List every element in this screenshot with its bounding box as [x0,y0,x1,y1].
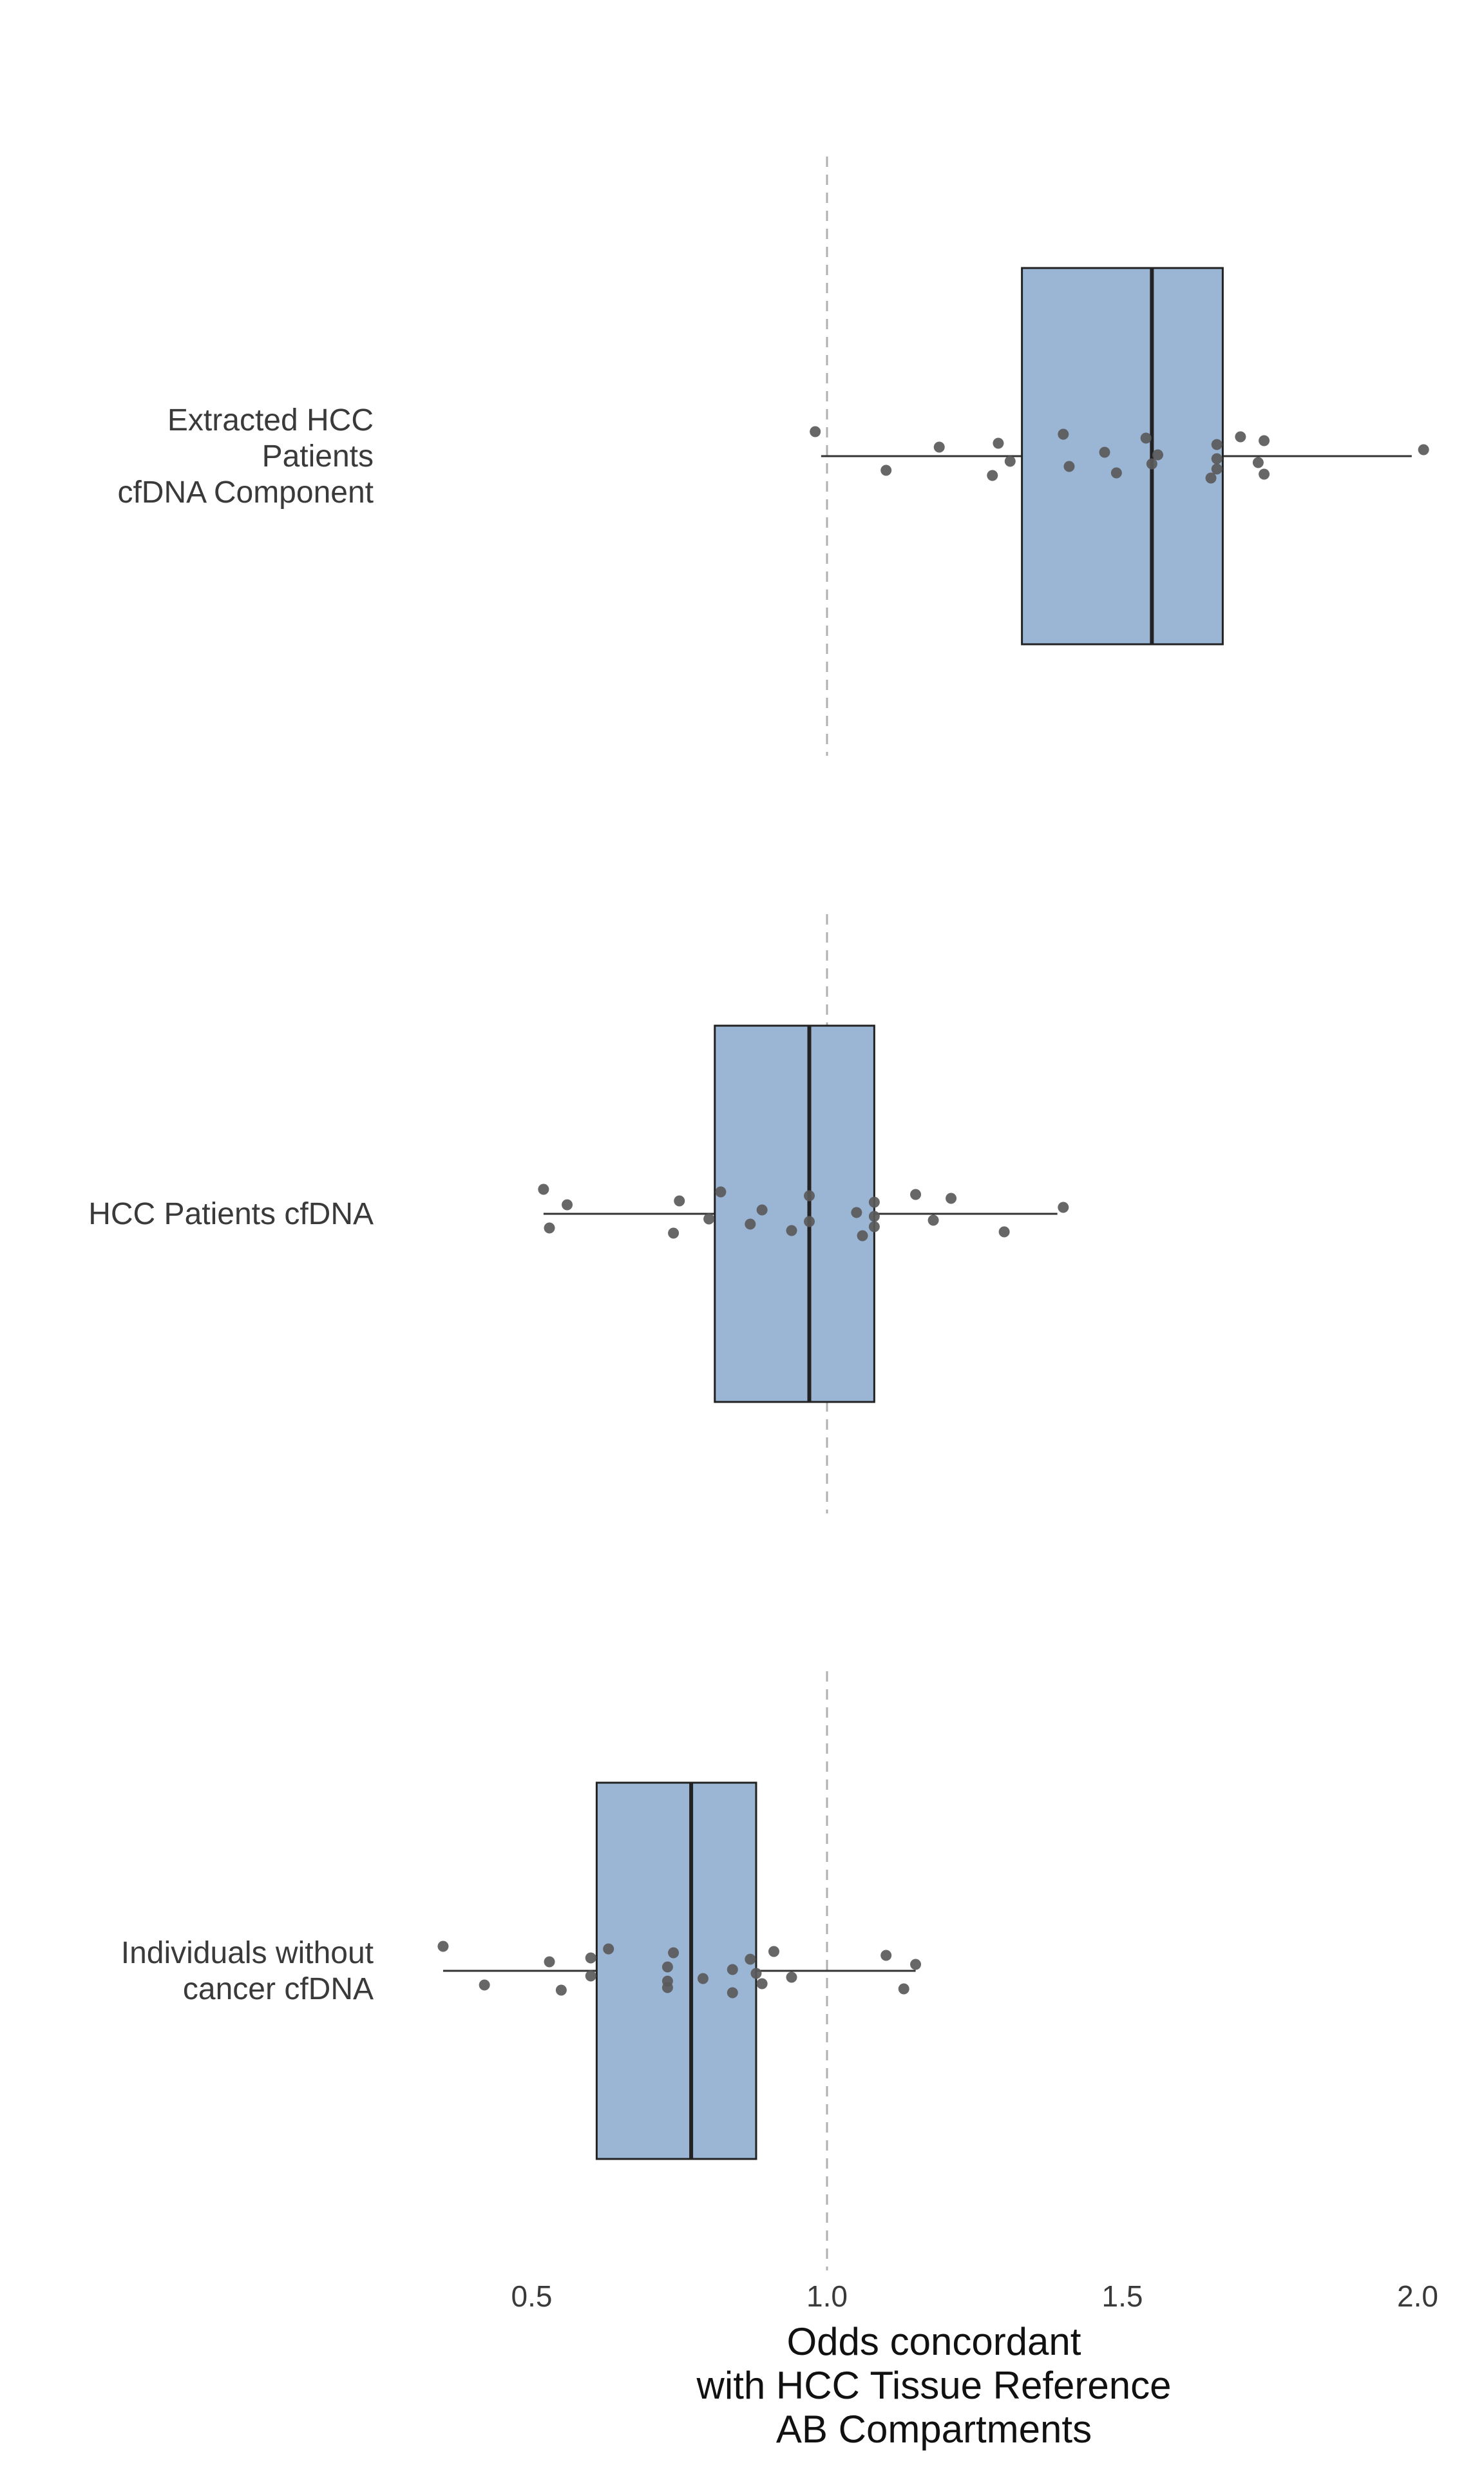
data-point [661,1982,673,1993]
box-iqr [1021,267,1224,646]
data-point [585,1970,596,1982]
data-point [715,1186,727,1198]
data-point [750,1968,762,1979]
data-point [810,426,821,437]
data-point [479,1979,490,1991]
category-label-line: Patients [262,439,374,474]
data-point [898,1983,909,1995]
box-group: Individuals without cancer cfDNA [121,1781,922,2160]
data-point [1110,467,1122,479]
data-point [851,1207,862,1218]
box-group: HCC Patients cfDNA [88,1024,1069,1403]
data-point [768,1946,779,1957]
data-point [1146,458,1157,470]
data-point [585,1952,596,1964]
data-point [538,1184,549,1195]
data-point [803,1216,815,1227]
box-groups: Extracted HCC Patients cfDNA Component HCC … [88,267,1429,2160]
data-point [1211,439,1222,450]
data-point [1058,1202,1069,1213]
data-point [910,1959,922,1970]
x-axis-title-line: AB Compartments [776,2408,1092,2451]
category-label: Extracted HCC Patients cfDNA Component [117,403,374,510]
data-point [727,1987,738,1999]
data-point [756,1204,768,1216]
data-point [1004,455,1016,467]
data-point [544,1956,555,1968]
data-point [1099,446,1110,458]
data-point [987,470,998,481]
data-point [933,441,945,453]
data-point [910,1189,922,1200]
data-point [603,1943,614,1955]
x-tick-label: 1.5 [1102,2279,1143,2313]
x-axis-title-line: Odds concordant [787,2320,1081,2363]
data-point [544,1222,555,1234]
data-point [703,1213,715,1225]
data-point [880,1950,892,1961]
x-axis-ticks: 0.5 1.0 1.5 2.0 [511,2279,1438,2313]
data-point [745,1953,756,1965]
data-point [1259,435,1270,446]
category-label-line: Individuals without [121,1936,374,1970]
data-point [727,1964,738,1975]
x-tick-label: 1.0 [806,2279,848,2313]
data-point [1063,461,1075,472]
data-point [786,1225,797,1236]
category-label-line: HCC Patients cfDNA [88,1197,374,1231]
data-point [1235,431,1246,443]
data-point [437,1941,449,1952]
data-point [1058,428,1069,440]
data-point [661,1961,673,1973]
data-point [1418,444,1429,455]
data-point [946,1193,957,1204]
data-point [668,1227,680,1239]
data-point [857,1230,868,1242]
category-label-line: cfDNA Component [117,475,374,510]
data-point [555,1984,567,1996]
data-point [880,465,892,476]
data-point [668,1947,680,1959]
category-label: Individuals without cancer cfDNA [121,1936,374,2006]
category-label: HCC Patients cfDNA [88,1197,374,1231]
data-point [786,1971,797,1983]
data-point [1259,468,1270,480]
data-point [1211,453,1222,465]
category-label-line: Extracted HCC [167,403,374,437]
box-group: Extracted HCC Patients cfDNA Component [117,267,1429,646]
box-iqr [714,1024,875,1403]
data-point [756,1978,768,1990]
x-axis-title-line: with HCC Tissue Reference [696,2364,1172,2407]
x-tick-label: 2.0 [1397,2279,1438,2313]
data-point [868,1211,880,1222]
category-label-line: cancer cfDNA [183,1972,374,2006]
data-point [928,1214,939,1226]
data-point [868,1196,880,1208]
data-point [1140,432,1152,444]
data-point [1252,457,1264,468]
data-point [562,1199,573,1211]
data-point [697,1973,709,1984]
data-point [1152,449,1164,461]
data-point [993,437,1004,449]
data-point [998,1226,1010,1238]
data-point [1211,463,1222,475]
data-point [868,1221,880,1232]
x-tick-label: 0.5 [511,2279,553,2313]
data-point [803,1190,815,1202]
data-point [1205,472,1217,484]
data-point [745,1218,756,1230]
data-point [674,1195,685,1207]
x-axis-title: Odds concordant with HCC Tissue Reference… [696,2320,1172,2451]
